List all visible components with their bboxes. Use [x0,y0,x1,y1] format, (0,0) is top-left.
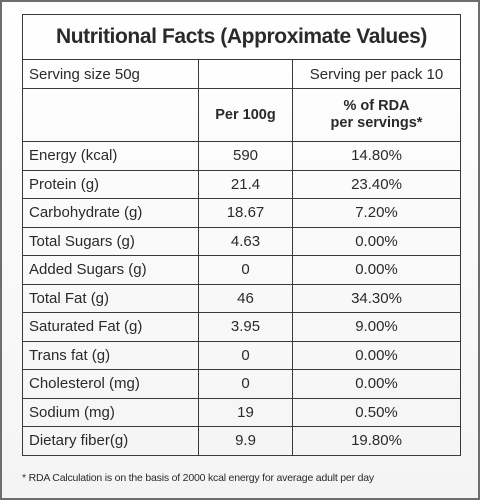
nutrient-name: Total Sugars (g) [22,226,199,256]
nutrient-name: Protein (g) [22,169,199,199]
rda-value: 7.20% [292,198,461,228]
nutrient-row: Total Sugars (g) 4.63 0.00% [22,226,461,256]
rda-value: 0.00% [292,226,461,256]
nutrient-name: Sodium (mg) [22,397,199,427]
nutrient-row: Protein (g) 21.4 23.40% [22,169,461,199]
rda-value: 19.80% [292,426,461,456]
serving-size: Serving size 50g [22,59,199,89]
nutrient-row: Carbohydrate (g) 18.67 7.20% [22,198,461,228]
per-100g-value: 590 [198,141,293,171]
per-100g-value: 0 [198,369,293,399]
rda-header-line: % of RDA [343,98,410,114]
nutrient-row: Saturated Fat (g) 3.95 9.00% [22,312,461,342]
rda-value: 0.00% [292,369,461,399]
per-100g-value: 0 [198,340,293,370]
serving-row: Serving size 50g Serving per pack 10 [22,59,461,89]
per-100g-value: 19 [198,397,293,427]
per-100g-value: 21.4 [198,169,293,199]
nutrient-row: Total Fat (g) 46 34.30% [22,283,461,313]
nutrient-name: Energy (kcal) [22,141,199,171]
nutrient-name: Added Sugars (g) [22,255,199,285]
nutrient-name: Dietary fiber(g) [22,426,199,456]
nutrient-row: Added Sugars (g) 0 0.00% [22,255,461,285]
nutrient-row: Energy (kcal) 590 14.80% [22,141,461,171]
per-100g-value: 0 [198,255,293,285]
nutrient-name: Saturated Fat (g) [22,312,199,342]
per-100g-header: Per 100g [198,88,293,142]
title-row: Nutritional Facts (Approximate Values) [22,14,461,60]
footnote: * RDA Calculation is on the basis of 200… [22,472,374,484]
rda-value: 14.80% [292,141,461,171]
title: Nutritional Facts (Approximate Values) [22,14,461,60]
rda-header-line: per servings* [330,115,423,131]
empty-cell [22,88,199,142]
rda-value: 0.00% [292,255,461,285]
nutrient-name: Trans fat (g) [22,340,199,370]
rda-value: 34.30% [292,283,461,313]
nutrient-row: Cholesterol (mg) 0 0.00% [22,369,461,399]
per-100g-value: 18.67 [198,198,293,228]
rda-value: 9.00% [292,312,461,342]
nutrient-row: Sodium (mg) 19 0.50% [22,397,461,427]
nutrient-name: Total Fat (g) [22,283,199,313]
nutrition-table: Nutritional Facts (Approximate Values) S… [22,14,461,456]
rda-value: 23.40% [292,169,461,199]
per-100g-value: 3.95 [198,312,293,342]
per-100g-value: 4.63 [198,226,293,256]
header-row: Per 100g % of RDA per servings* [22,88,461,142]
nutrient-name: Cholesterol (mg) [22,369,199,399]
nutrient-name: Carbohydrate (g) [22,198,199,228]
rda-value: 0.00% [292,340,461,370]
empty-cell [198,59,293,89]
per-100g-value: 46 [198,283,293,313]
rda-value: 0.50% [292,397,461,427]
nutrient-row: Trans fat (g) 0 0.00% [22,340,461,370]
per-100g-value: 9.9 [198,426,293,456]
rda-header: % of RDA per servings* [292,88,461,142]
nutrient-row: Dietary fiber(g) 9.9 19.80% [22,426,461,456]
serving-per-pack: Serving per pack 10 [292,59,461,89]
